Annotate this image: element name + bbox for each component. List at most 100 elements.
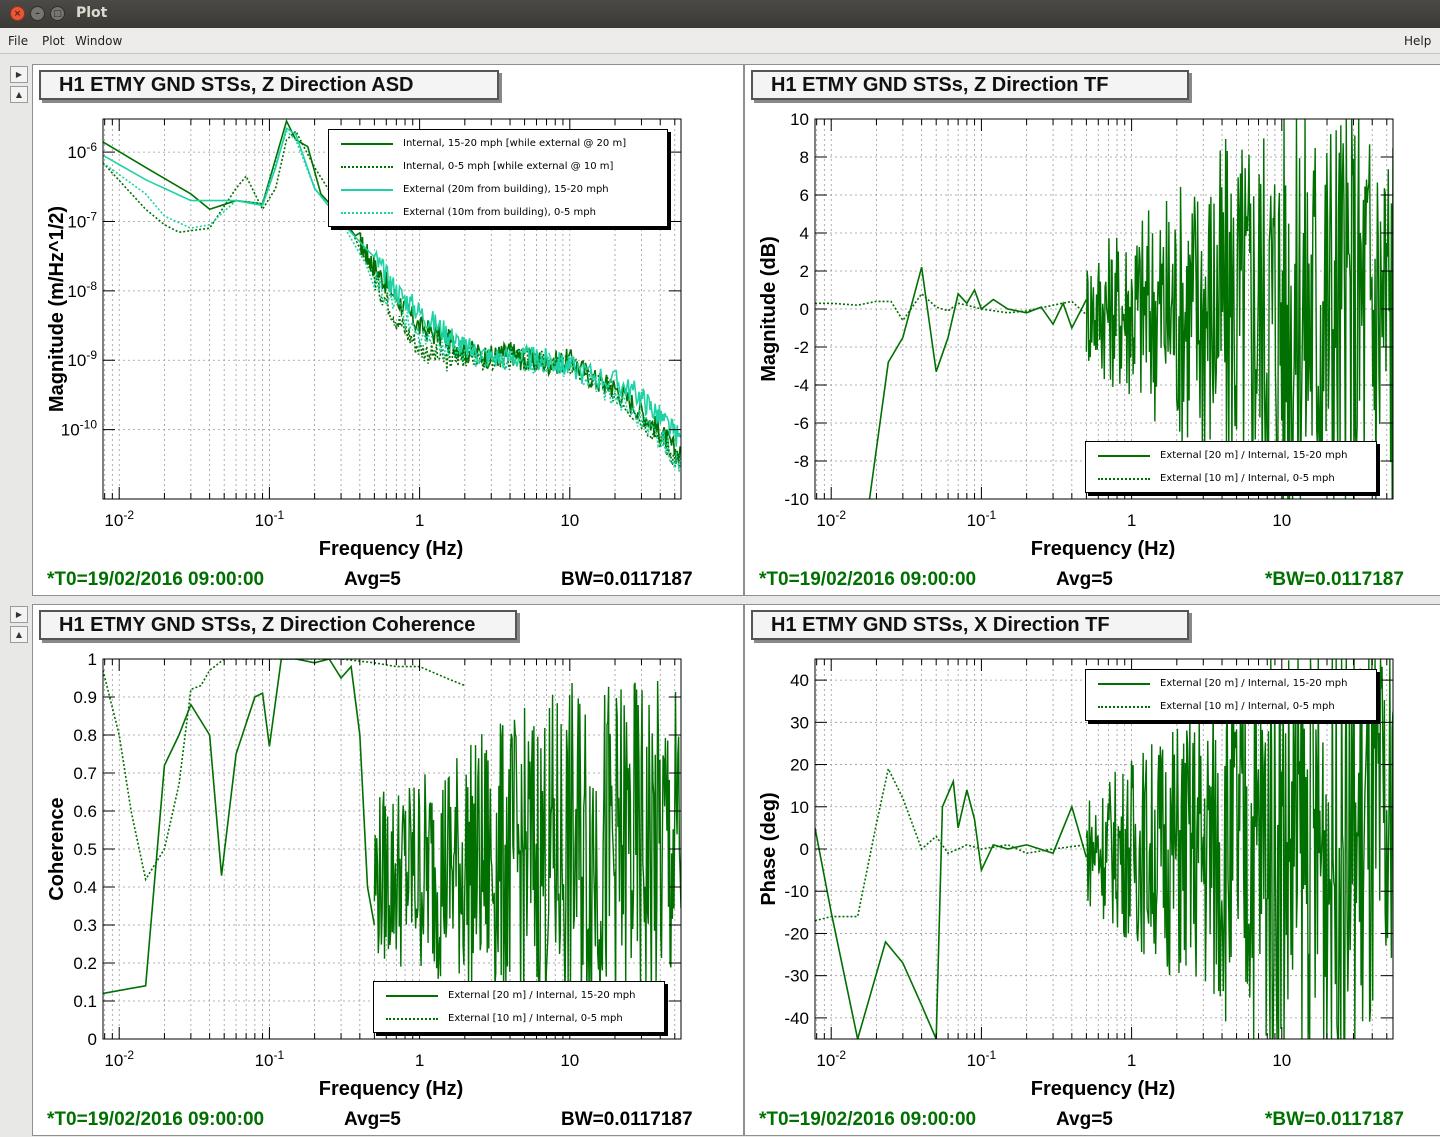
x-axis-label: Frequency (Hz)	[319, 538, 463, 560]
legend: Internal, 15-20 mph [while external @ 20…	[328, 129, 668, 227]
pad-1-arrows: ▶ ▲	[10, 66, 30, 106]
series-line	[103, 129, 681, 472]
tick-label: 1	[88, 650, 97, 669]
series-line	[103, 659, 466, 882]
tick-label: 10-8	[67, 279, 97, 301]
tick-label: 10-1	[967, 508, 997, 530]
legend-entry: External [10 m] / Internal, 0-5 mph	[1092, 695, 1370, 718]
tick-label: 0.2	[73, 954, 97, 973]
footer-t0: *T0=19/02/2016 09:00:00	[759, 569, 977, 590]
z-asd-chart: 10-2 10-1 1 10 10-10 10-9 10-8 10-7 10-6 Frequenc…	[46, 118, 682, 560]
tick-label: 4	[800, 224, 809, 243]
close-window-button[interactable]: ×	[10, 6, 25, 21]
menu-plot[interactable]: Plot	[42, 34, 65, 48]
tick-label: 0.3	[73, 916, 97, 935]
legend-entry: External (10m from building), 0-5 mph	[335, 201, 661, 224]
series-line	[815, 292, 1087, 322]
tick-label: 10	[1272, 511, 1291, 530]
tick-label: 1	[1127, 511, 1136, 530]
tick-label: 10-2	[816, 508, 846, 530]
footer-t0: *T0=19/02/2016 09:00:00	[47, 1109, 265, 1130]
pad-3-arrows: ▶ ▲	[10, 606, 30, 646]
tick-label: 10-1	[255, 508, 285, 530]
pad-z-tf: 10-2 10-1 1 10 10 8 6 4 2 0 -2 -4 -6 -8 -10 Frequency (…	[744, 64, 1440, 596]
window-title: Plot	[76, 5, 108, 21]
noise-trace	[373, 680, 681, 1019]
tick-label: 10-10	[61, 418, 98, 440]
pad-1-next-arrow[interactable]: ▶	[10, 66, 28, 83]
pad-title: H1 ETMY GND STSs, X Direction TF	[751, 610, 1189, 640]
y-axis-label: Phase (deg)	[758, 792, 780, 905]
tick-label: 10-2	[104, 508, 134, 530]
tick-label: 10	[790, 798, 809, 817]
tick-label: 10-7	[67, 209, 97, 231]
tick-label: 0.5	[73, 840, 97, 859]
tick-label: 10-2	[816, 1048, 846, 1070]
tick-label: 20	[790, 756, 809, 775]
pad-title: H1 ETMY GND STSs, Z Direction TF	[751, 70, 1189, 100]
pad-x-tf: 10-2 10-1 1 10 40 30 20 10 0 -10 -20 -30 -40 Frequenc…	[744, 604, 1440, 1136]
legend-entry: External (20m from building), 15-20 mph	[335, 178, 661, 201]
x-axis-label: Frequency (Hz)	[1031, 538, 1175, 560]
tick-label: 10	[1272, 1051, 1291, 1070]
legend-entry: Internal, 15-20 mph [while external @ 20…	[335, 132, 661, 155]
tick-label: 0.4	[73, 878, 97, 897]
tick-label: -10	[784, 490, 809, 509]
tick-label: 0	[88, 1030, 97, 1049]
tick-label: -20	[784, 924, 809, 943]
y-axis-label: Magnitude (m/Hz^1/2)	[46, 206, 68, 412]
grid	[103, 119, 681, 499]
legend: External [20 m] / Internal, 15-20 mph Ex…	[1085, 441, 1377, 493]
tick-label: 40	[790, 671, 809, 690]
legend: External [20 m] / Internal, 15-20 mph Ex…	[1085, 669, 1377, 721]
pad-1-up-arrow[interactable]: ▲	[10, 86, 28, 103]
menu-help[interactable]: Help	[1404, 34, 1432, 48]
footer-avg: Avg=5	[344, 569, 401, 590]
tick-label: 0.1	[73, 992, 97, 1011]
menu-bar: File Plot Window Help	[0, 28, 1440, 54]
footer-bw: *BW=0.0117187	[1265, 1109, 1404, 1130]
footer-bw: BW=0.0117187	[561, 1109, 693, 1130]
legend-entry: Internal, 0-5 mph [while external @ 10 m…	[335, 155, 661, 178]
tick-label: 1	[415, 1051, 424, 1070]
tick-label: -40	[784, 1009, 809, 1028]
legend-entry: External [20 m] / Internal, 15-20 mph	[380, 984, 658, 1007]
plot-frame	[102, 118, 682, 500]
tick-label: 30	[790, 713, 809, 732]
footer-avg: Avg=5	[1056, 1109, 1113, 1130]
pad-title: H1 ETMY GND STSs, Z Direction Coherence	[39, 610, 517, 640]
pad-z-asd: 10-2 10-1 1 10 10-10 10-9 10-8 10-7 10-6 Frequenc…	[32, 64, 744, 596]
tick-label: -30	[784, 967, 809, 986]
footer-bw: BW=0.0117187	[561, 569, 693, 590]
tick-label: -4	[794, 376, 809, 395]
menu-file[interactable]: File	[8, 34, 29, 48]
z-tf-chart: 10-2 10-1 1 10 10 8 6 4 2 0 -2 -4 -6 -8 -10 Frequency (…	[758, 110, 1394, 560]
footer-t0: *T0=19/02/2016 09:00:00	[759, 1109, 977, 1130]
legend-entry: External [20 m] / Internal, 15-20 mph	[1092, 444, 1370, 467]
tick-label: 10-1	[255, 1048, 285, 1070]
tick-label: -2	[794, 338, 809, 357]
tick-label: 10-1	[967, 1048, 997, 1070]
y-axis-label: Coherence	[46, 797, 68, 900]
menu-window[interactable]: Window	[75, 34, 123, 48]
series-line	[868, 266, 1088, 499]
maximize-window-button[interactable]: □	[50, 6, 65, 21]
legend-entry: External [10 m] / Internal, 0-5 mph	[1092, 467, 1370, 490]
y-axis-label: Magnitude (dB)	[758, 236, 780, 382]
z-coherence-chart: 10-2 10-1 1 10 1 0.9 0.8 0.7 0.6 0.5 0.4 0.3 0.2 0.1 0…	[46, 650, 682, 1100]
tick-label: 0	[800, 300, 809, 319]
footer-avg: Avg=5	[344, 1109, 401, 1130]
pad-3-up-arrow[interactable]: ▲	[10, 626, 28, 643]
tick-label: 6	[800, 186, 809, 205]
tick-label: -6	[794, 414, 809, 433]
series-line	[815, 778, 1088, 1039]
pad-title: H1 ETMY GND STSs, Z Direction ASD	[39, 70, 499, 100]
tick-label: 1	[415, 511, 424, 530]
tick-label: 1	[1127, 1051, 1136, 1070]
pad-3-next-arrow[interactable]: ▶	[10, 606, 28, 623]
legend-entry: External [10 m] / Internal, 0-5 mph	[380, 1007, 658, 1030]
minimize-window-button[interactable]: –	[30, 6, 45, 21]
tick-label: 0.9	[73, 688, 97, 707]
tick-label: 10-9	[67, 348, 97, 370]
tick-label: 10-6	[67, 140, 97, 162]
